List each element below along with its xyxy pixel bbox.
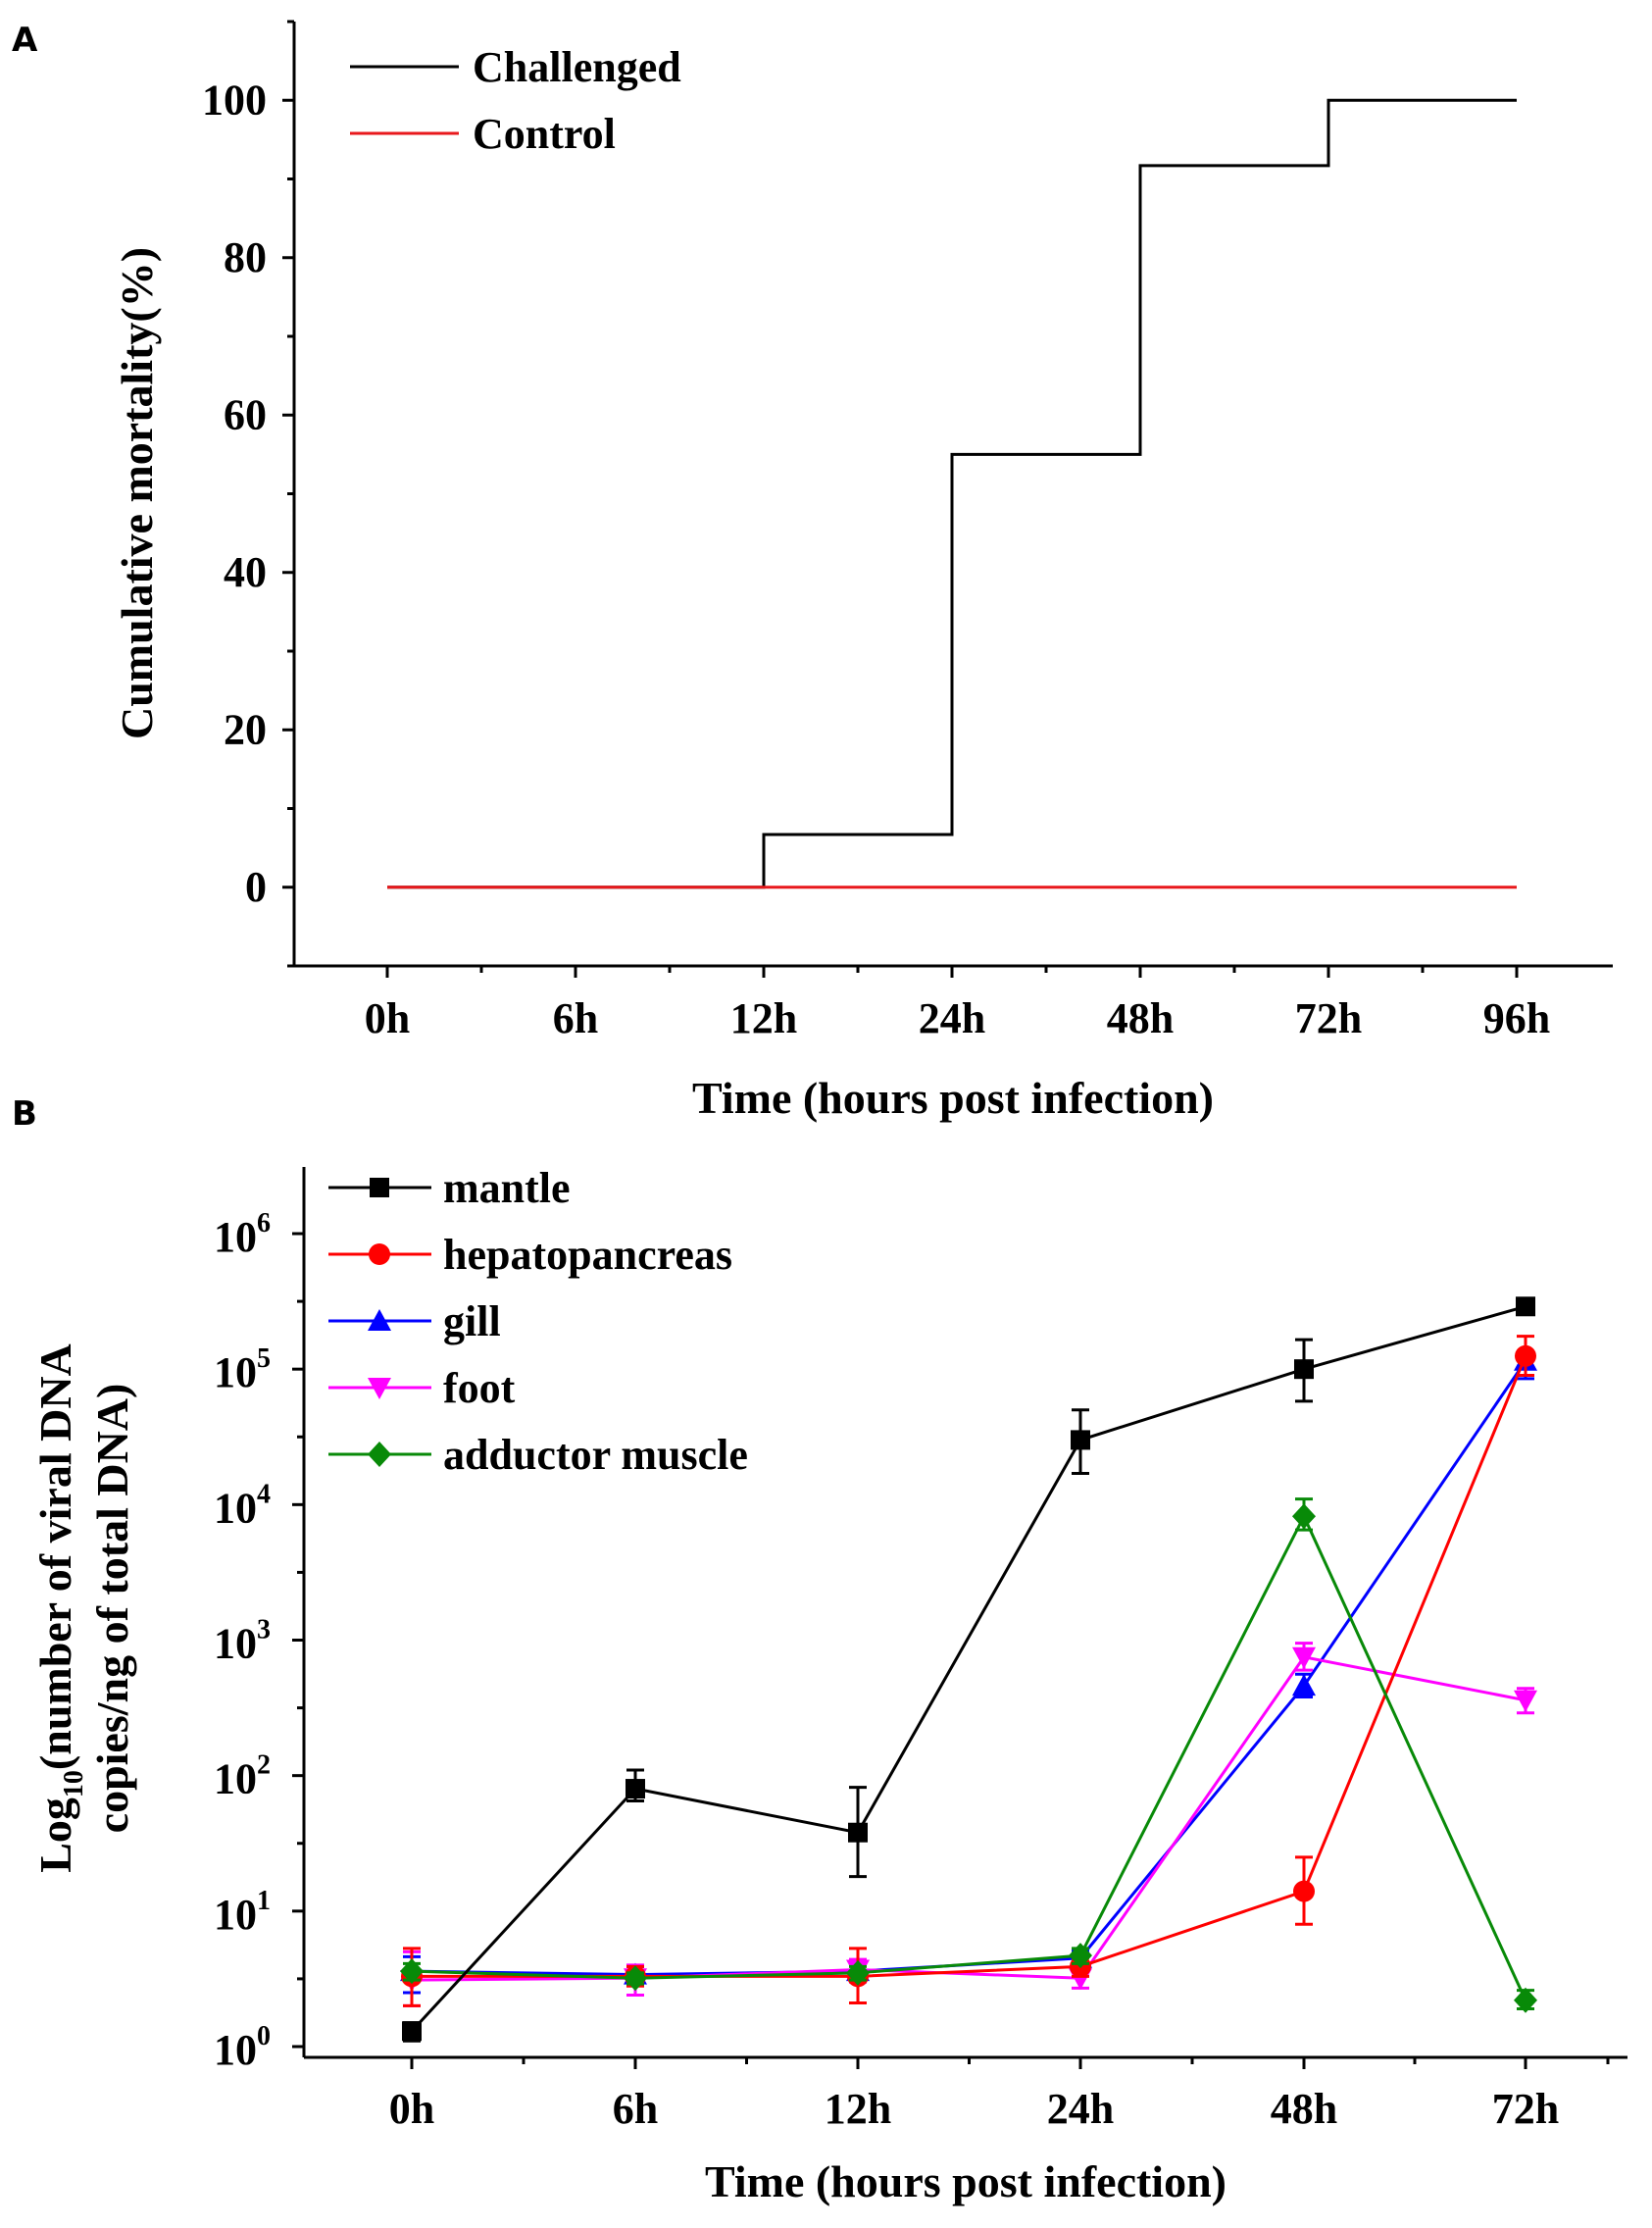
chart-b-point-mantle: [848, 1822, 868, 1843]
chart-a-x-tick-label: 12h: [730, 994, 797, 1042]
chart-b-point-mantle: [402, 2021, 422, 2042]
chart-b-point-adductor-muscle: [846, 1959, 870, 1986]
chart-b-x-tick-label: 12h: [825, 2085, 891, 2133]
chart-a-y-axis-title: Cumulative mortality(%): [112, 247, 162, 739]
chart-b-point-adductor-muscle: [1514, 1987, 1537, 2013]
panel-b-label: B: [12, 1094, 37, 1134]
chart-a-y-tick-label: 40: [224, 548, 267, 596]
chart-b-point-mantle: [1516, 1296, 1535, 1317]
chart-b-x-axis-title: Time (hours post infection): [705, 2156, 1226, 2206]
chart-b-y-tick-label: 101: [214, 1886, 271, 1939]
chart-a-y-tick-label: 20: [224, 705, 267, 753]
chart-a: 0 20 40 60 80 100 0h 6h 12h 24h 48h 72h 96h Challen…: [112, 20, 1613, 1123]
chart-a-legend-label: Challenged: [473, 43, 681, 91]
chart-b-point-adductor-muscle: [1292, 1503, 1316, 1530]
chart-a-x-axis-title: Time (hours post infection): [692, 1073, 1214, 1123]
chart-a-y-tick-label: 0: [245, 863, 267, 911]
chart-b-y-ticks: 100 101 102 103 104 105 106: [214, 1208, 304, 2074]
chart-b-point-mantle: [626, 1779, 645, 1799]
chart-b-point-mantle: [1294, 1359, 1314, 1380]
chart-b-point-hepatopancreas: [1515, 1344, 1536, 1367]
chart-a-y-ticks: 0 20 40 60 80 100: [202, 20, 294, 968]
chart-b-y-tick-label: 103: [214, 1615, 271, 1668]
chart-a-x-tick-label: 96h: [1483, 994, 1550, 1042]
chart-a-y-tick-label: 100: [202, 76, 267, 124]
chart-b-legend-label: foot: [443, 1364, 516, 1412]
chart-b-series: [400, 1296, 1537, 2043]
chart-a-y-tick-label: 60: [224, 390, 267, 438]
chart-b-x-tick-label: 48h: [1271, 2085, 1337, 2133]
chart-b-point-adductor-muscle: [400, 1958, 424, 1985]
chart-b-y-axis-title-line2: copies/ng of total DNA): [87, 1384, 137, 1834]
chart-a-series-line-challenged: [387, 98, 1517, 889]
chart-b-series-line-foot: [411, 1655, 1527, 1982]
chart-b-point-foot: [1292, 1646, 1316, 1669]
chart-b-series-line-mantle: [410, 1304, 1527, 2033]
chart-b-y-axis-title-line1: Log10(number of viral DNA: [30, 1343, 89, 1873]
chart-b-point-gill: [1292, 1674, 1316, 1696]
chart-b-y-tick-label: 105: [214, 1343, 271, 1396]
chart-a-x-ticks: 0h 6h 12h 24h 48h 72h 96h: [365, 966, 1550, 1042]
chart-b-legend-label: hepatopancreas: [443, 1231, 732, 1279]
chart-b-point-adductor-muscle: [1069, 1943, 1092, 1969]
chart-a-y-tick-label: 80: [224, 233, 267, 281]
chart-b-legend-marker: [370, 1178, 389, 1197]
chart-b-x-tick-label: 24h: [1047, 2085, 1114, 2133]
chart-a-x-tick-label: 0h: [365, 994, 410, 1042]
chart-b-legend-marker: [368, 1309, 391, 1331]
chart-b-y-tick-label: 102: [214, 1750, 271, 1803]
chart-b-legend-marker: [369, 1243, 390, 1265]
chart-b-x-tick-label: 0h: [389, 2085, 434, 2133]
chart-b-legend-label: mantle: [443, 1164, 571, 1212]
chart-b: 100 101 102 103 104 105 106 0h 6h 12h 24h 48h 72h m…: [30, 1164, 1627, 2206]
chart-b-x-ticks: 0h 6h 12h 24h 48h 72h: [389, 2057, 1610, 2133]
chart-a-legend: Challenged Control: [350, 43, 681, 158]
chart-b-y-tick-label: 106: [214, 1208, 271, 1261]
chart-b-y-tick-label: 104: [214, 1479, 271, 1532]
chart-b-x-tick-label: 72h: [1492, 2085, 1559, 2133]
chart-a-x-tick-label: 48h: [1107, 994, 1174, 1042]
chart-a-x-tick-label: 24h: [919, 994, 985, 1042]
chart-b-y-tick-label: 100: [214, 2021, 271, 2074]
chart-a-series: [387, 98, 1517, 889]
chart-a-x-tick-label: 6h: [553, 994, 598, 1042]
panel-a-label: A: [12, 21, 38, 60]
chart-b-legend-label: gill: [443, 1297, 501, 1345]
chart-b-legend: mantle hepatopancreas gill foot adductor mus…: [328, 1164, 748, 1479]
chart-b-point-mantle: [1071, 1430, 1090, 1450]
chart-b-legend-marker: [368, 1378, 391, 1399]
chart-b-point-hepatopancreas: [1293, 1880, 1315, 1902]
chart-b-legend-label: adductor muscle: [443, 1431, 748, 1479]
chart-b-series-line-adductor-muscle: [411, 1512, 1527, 2001]
chart-a-legend-label: Control: [473, 110, 616, 158]
chart-b-legend-marker: [368, 1442, 391, 1467]
chart-b-point-adductor-muscle: [624, 1965, 647, 1992]
chart-b-point-foot: [1514, 1690, 1537, 1712]
chart-b-x-tick-label: 6h: [613, 2085, 658, 2133]
chart-a-x-tick-label: 72h: [1295, 994, 1362, 1042]
